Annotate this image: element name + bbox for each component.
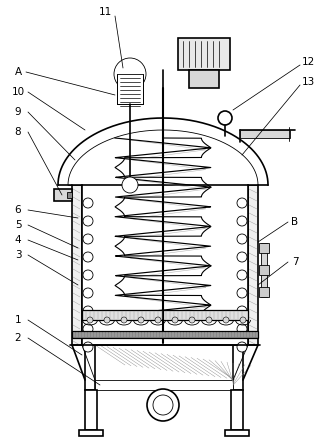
Circle shape: [83, 234, 93, 244]
Bar: [82, 310, 248, 320]
Bar: [79, 430, 103, 436]
Text: B: B: [291, 217, 299, 227]
Circle shape: [83, 288, 93, 298]
Circle shape: [138, 317, 144, 323]
Circle shape: [83, 324, 93, 334]
Text: 2: 2: [15, 333, 21, 343]
Circle shape: [237, 216, 247, 226]
Bar: [259, 243, 269, 253]
Text: 4: 4: [15, 235, 21, 245]
Bar: [231, 390, 243, 430]
Circle shape: [122, 177, 138, 193]
Text: 3: 3: [15, 250, 21, 260]
Circle shape: [83, 306, 93, 316]
Circle shape: [83, 270, 93, 280]
Circle shape: [206, 317, 212, 323]
Circle shape: [237, 288, 247, 298]
Bar: [72, 331, 258, 338]
Circle shape: [172, 317, 178, 323]
Text: 8: 8: [15, 127, 21, 137]
Circle shape: [121, 317, 127, 323]
Bar: [178, 38, 230, 70]
Circle shape: [147, 389, 179, 421]
Bar: [117, 74, 143, 104]
Text: 13: 13: [301, 77, 315, 87]
Circle shape: [237, 252, 247, 262]
Bar: [95, 380, 233, 390]
Bar: [261, 243, 267, 297]
Circle shape: [237, 234, 247, 244]
Circle shape: [83, 252, 93, 262]
Text: 10: 10: [11, 87, 25, 97]
Circle shape: [114, 58, 146, 90]
Bar: [54, 189, 72, 201]
Text: 12: 12: [301, 57, 315, 67]
Text: 9: 9: [15, 107, 21, 117]
Circle shape: [83, 198, 93, 208]
Circle shape: [237, 324, 247, 334]
Circle shape: [223, 317, 229, 323]
Circle shape: [83, 216, 93, 226]
Circle shape: [83, 342, 93, 352]
Circle shape: [240, 317, 246, 323]
Circle shape: [87, 317, 93, 323]
Bar: [85, 390, 97, 430]
Bar: [82, 185, 248, 345]
Bar: [72, 185, 82, 345]
Circle shape: [189, 317, 195, 323]
Bar: [259, 287, 269, 297]
Bar: [259, 265, 269, 275]
Bar: [189, 70, 219, 88]
Text: 11: 11: [98, 7, 112, 17]
Bar: [67, 192, 72, 198]
Circle shape: [155, 317, 161, 323]
Bar: [240, 130, 290, 138]
Circle shape: [237, 342, 247, 352]
Text: 6: 6: [15, 205, 21, 215]
Circle shape: [237, 306, 247, 316]
Text: A: A: [14, 67, 22, 77]
Bar: [85, 345, 95, 390]
Bar: [225, 430, 249, 436]
Bar: [248, 185, 258, 345]
Circle shape: [218, 111, 232, 125]
Circle shape: [237, 198, 247, 208]
Circle shape: [237, 270, 247, 280]
Circle shape: [104, 317, 110, 323]
Bar: [233, 345, 243, 390]
Text: 1: 1: [15, 315, 21, 325]
Text: 5: 5: [15, 220, 21, 230]
Text: 7: 7: [292, 257, 298, 267]
Circle shape: [153, 395, 173, 415]
